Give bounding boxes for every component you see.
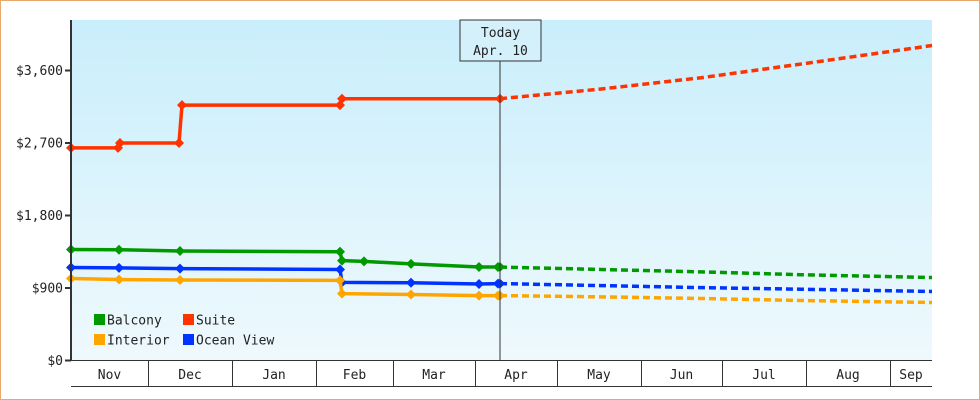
forecast-line: [499, 43, 933, 101]
data-point-marker[interactable]: [335, 275, 345, 286]
legend: Balcony Suite Interior Ocean View: [94, 314, 274, 349]
today-marker: Today Apr. 10: [459, 19, 542, 360]
forecast-line: [499, 265, 933, 280]
data-point-marker[interactable]: [175, 274, 185, 285]
data-point-marker[interactable]: [174, 138, 184, 148]
today-label: Today: [481, 26, 520, 41]
y-tick-label: $0: [47, 354, 63, 369]
y-tick-label: $1,800: [16, 209, 63, 224]
month-label: Aug: [836, 368, 859, 383]
today-date: Apr. 10: [473, 44, 528, 59]
data-point-marker[interactable]: [175, 263, 185, 274]
data-point-marker[interactable]: [335, 246, 345, 257]
legend-swatch: [94, 334, 105, 345]
month-label: Dec: [178, 368, 201, 383]
month-label: Apr: [504, 368, 528, 383]
data-point-marker[interactable]: [359, 256, 369, 267]
data-point-marker[interactable]: [406, 277, 416, 288]
legend-label: Suite: [196, 314, 235, 329]
month-label: May: [587, 368, 611, 383]
data-point-marker[interactable]: [114, 274, 124, 285]
data-point-marker[interactable]: [175, 245, 185, 256]
y-tick-label: $2,700: [16, 137, 63, 152]
legend-label: Balcony: [107, 314, 162, 329]
legend-swatch: [183, 334, 194, 345]
today-box: [459, 19, 542, 62]
legend-label: Ocean View: [196, 334, 274, 349]
month-label: Sep: [899, 368, 923, 383]
y-axis-ticks: $0 $900 $1,800 $2,700 $3,600: [16, 64, 71, 369]
forecast-line: [499, 281, 933, 294]
data-point-marker[interactable]: [337, 288, 347, 299]
series-ocean-view: [66, 262, 933, 294]
y-tick-label: $900: [32, 282, 63, 297]
legend-swatch: [183, 314, 194, 325]
series-layer: [66, 43, 933, 305]
data-point-marker[interactable]: [335, 264, 345, 275]
data-point-marker[interactable]: [337, 255, 347, 266]
data-point-marker[interactable]: [114, 244, 124, 255]
x-axis-months: Nov Dec Jan Feb Mar Apr May Jun Jul Aug Sep: [71, 360, 932, 387]
plot-area: [71, 20, 932, 360]
data-point-marker[interactable]: [406, 289, 416, 300]
data-point-marker[interactable]: [177, 100, 187, 111]
month-label: Nov: [98, 368, 122, 383]
data-point-marker[interactable]: [474, 278, 484, 289]
data-point-marker[interactable]: [406, 258, 416, 269]
series-interior: [66, 273, 933, 305]
data-point-marker[interactable]: [114, 262, 124, 273]
legend-label: Interior: [107, 334, 170, 349]
y-tick-label: $3,600: [16, 64, 63, 79]
month-label: Jan: [262, 368, 285, 383]
month-label: Feb: [343, 368, 367, 383]
forecast-line: [499, 293, 933, 305]
data-point-marker[interactable]: [474, 262, 484, 273]
historical-line: [70, 265, 501, 286]
month-label: Jul: [752, 368, 775, 383]
month-label: Mar: [422, 368, 446, 383]
month-label: Jun: [670, 368, 693, 383]
data-point-marker[interactable]: [115, 138, 125, 148]
data-point-marker[interactable]: [337, 93, 347, 104]
legend-swatch: [94, 314, 105, 325]
data-point-marker[interactable]: [474, 290, 484, 301]
historical-line: [70, 276, 501, 298]
